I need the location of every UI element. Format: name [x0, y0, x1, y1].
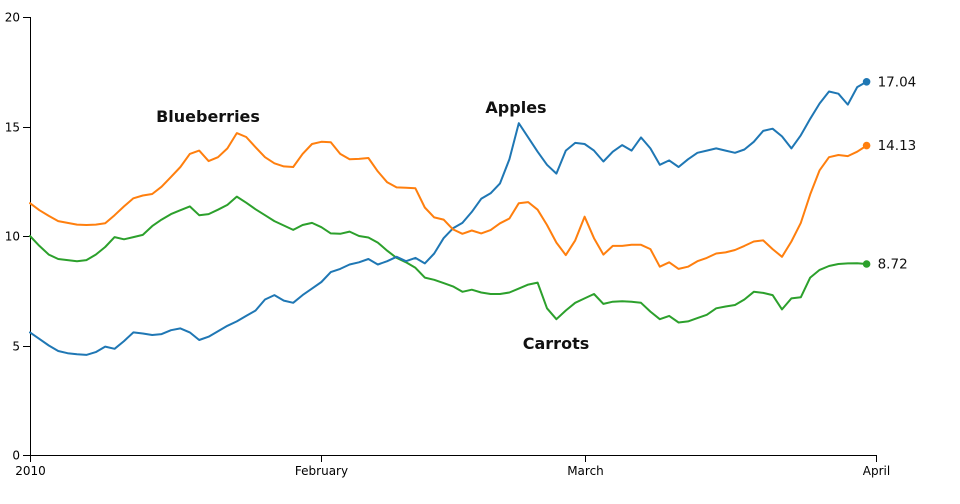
carrots-end-value-label: 8.72 [878, 257, 908, 273]
apples-end-value-label: 17.04 [878, 74, 917, 90]
x-axis-tick-label: March [567, 464, 604, 478]
blueberries-series-label: Blueberries [156, 107, 260, 126]
blueberries-end-value-label: 14.13 [878, 138, 917, 154]
blueberries-end-dot [862, 141, 871, 150]
apples-end-dot [862, 78, 871, 86]
blueberries-line [29, 132, 868, 270]
y-axis-tick-label: 20 [5, 11, 20, 25]
series-lines [29, 78, 871, 356]
carrots-series-label: Carrots [523, 334, 589, 353]
x-axis-tick-label: February [295, 464, 348, 478]
apples-series-label: Apples [485, 98, 546, 117]
chart-labels: 0 5 10 15 20 2010 February March April 8.72 Carrot… [5, 11, 917, 479]
x-axis-tick-label: April [863, 464, 890, 478]
carrots-end-dot [862, 260, 871, 268]
x-axis-tick-label: 2010 [15, 464, 46, 478]
y-axis-tick-label: 5 [12, 340, 20, 354]
y-axis-tick-label: 0 [12, 449, 20, 463]
carrots-line [29, 195, 868, 324]
apples-line [29, 80, 868, 356]
axes [23, 17, 877, 462]
y-axis-tick-label: 15 [5, 121, 20, 135]
y-axis-tick-label: 10 [5, 230, 20, 244]
